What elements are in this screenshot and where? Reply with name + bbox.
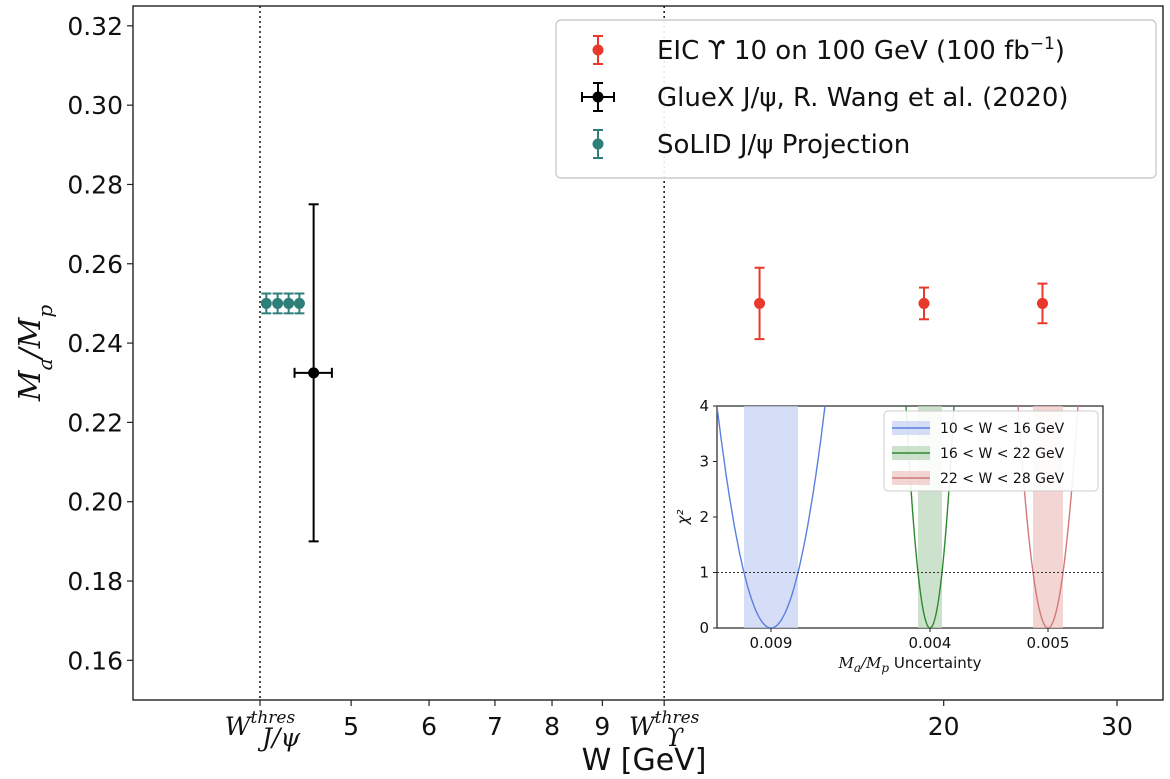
y-tick-label: 0.26 bbox=[67, 250, 123, 279]
inset-legend-entry: 16 < W < 22 GeV bbox=[892, 446, 1065, 462]
y-tick-label: 0.30 bbox=[67, 91, 123, 120]
legend-label: EIC ϒ 10 on 100 GeV (100 fb−1) bbox=[657, 34, 1065, 66]
y-ticks: 0.16 0.18 0.20 0.22 0.24 0.26 0.28 0.30 0.32 bbox=[67, 12, 133, 675]
y-tick-label: 0.22 bbox=[67, 408, 123, 437]
inset-x-tick-label: 0.009 bbox=[750, 634, 793, 652]
data-point bbox=[272, 292, 284, 315]
data-point bbox=[293, 203, 333, 543]
data-point bbox=[1036, 282, 1048, 325]
data-marker bbox=[272, 297, 284, 309]
legend-entry: SoLID J/ψ Projection bbox=[592, 129, 910, 160]
inset-y-tick-label: 2 bbox=[699, 508, 709, 526]
inset-legend-label: 10 < W < 16 GeV bbox=[940, 421, 1065, 437]
y-tick-label: 0.24 bbox=[67, 329, 123, 358]
x-tick-label: Wthres bbox=[225, 708, 296, 741]
data-point bbox=[283, 292, 295, 315]
legend: EIC ϒ 10 on 100 GeV (100 fb−1) GlueX J/ψ,… bbox=[555, 19, 1157, 179]
inset-x-tick-label: 0.004 bbox=[909, 634, 952, 652]
series-layer bbox=[260, 203, 1048, 543]
inset-y-tick-label: 0 bbox=[699, 619, 709, 637]
y-tick-label: 0.18 bbox=[67, 567, 123, 596]
inset-legend: 10 < W < 16 GeV 16 < W < 22 GeV 22 < W < 2… bbox=[883, 410, 1099, 492]
x-tick-label-sub: J/ψ bbox=[257, 723, 300, 752]
x-tick-label-base: W bbox=[225, 712, 253, 741]
y-axis-title: Ma/Mp bbox=[13, 305, 57, 402]
inset-curves bbox=[717, 406, 1103, 628]
data-marker bbox=[1036, 297, 1048, 309]
legend-label: SoLID J/ψ Projection bbox=[657, 130, 910, 160]
data-point bbox=[754, 266, 766, 341]
x-tick-label: Wthres bbox=[629, 708, 700, 741]
x-tick-label: 20 bbox=[928, 712, 960, 741]
x-tick-label: 7 bbox=[487, 712, 503, 741]
x-axis-title: W [GeV] bbox=[582, 743, 707, 778]
x-tick-label-sub: ϒ bbox=[666, 723, 684, 752]
legend-label: GlueX J/ψ, R. Wang et al. (2020) bbox=[657, 83, 1069, 113]
data-marker bbox=[754, 297, 766, 309]
x-tick-label: 30 bbox=[1101, 712, 1133, 741]
y-tick-label: 0.32 bbox=[67, 12, 123, 41]
legend-marker bbox=[592, 138, 604, 150]
inset-chart: 0 1 2 3 4 0.009 0.004 0.005 Ma/Mp Uncertainty χ² 1… bbox=[674, 397, 1104, 675]
inset-legend-entry: 22 < W < 28 GeV bbox=[892, 471, 1065, 487]
data-marker bbox=[308, 367, 320, 379]
data-point bbox=[293, 292, 305, 315]
data-point bbox=[918, 286, 930, 321]
inset-x-tick-label: 0.005 bbox=[1027, 634, 1070, 652]
x-tick-label: 9 bbox=[594, 712, 610, 741]
inset-legend-label: 16 < W < 22 GeV bbox=[940, 446, 1065, 462]
inset-legend-label: 22 < W < 28 GeV bbox=[940, 471, 1065, 487]
legend-entry: EIC ϒ 10 on 100 GeV (100 fb−1) bbox=[592, 34, 1065, 66]
legend-marker bbox=[592, 44, 604, 56]
chi2-curve bbox=[717, 406, 826, 628]
legend-marker bbox=[592, 91, 604, 103]
data-point bbox=[260, 292, 272, 315]
inset-y-tick-label: 4 bbox=[699, 397, 709, 415]
inset-legend-frame bbox=[883, 410, 1099, 492]
data-marker bbox=[293, 297, 305, 309]
inset-band bbox=[744, 406, 798, 628]
inset-x-axis-title: Ma/Mp Uncertainty bbox=[837, 654, 981, 675]
data-marker bbox=[918, 297, 930, 309]
x-tick-label-sup: thres bbox=[655, 708, 700, 728]
x-tick-label: 6 bbox=[421, 712, 437, 741]
y-tick-label: 0.28 bbox=[67, 170, 123, 199]
x-tick-label: 5 bbox=[343, 712, 359, 741]
data-marker bbox=[283, 297, 295, 309]
legend-entry: GlueX J/ψ, R. Wang et al. (2020) bbox=[581, 82, 1069, 113]
inset-legend-entry: 10 < W < 16 GeV bbox=[892, 421, 1065, 437]
x-tick-label: 8 bbox=[544, 712, 560, 741]
x-tick-label-sup: thres bbox=[251, 708, 296, 728]
plot-frame bbox=[132, 5, 1164, 701]
y-tick-label: 0.16 bbox=[67, 646, 123, 675]
inset-y-tick-label: 3 bbox=[699, 453, 709, 471]
inset-y-axis-title: χ² bbox=[674, 510, 692, 526]
data-marker bbox=[260, 297, 272, 309]
inset-y-tick-label: 1 bbox=[699, 564, 709, 582]
y-tick-label: 0.20 bbox=[67, 488, 123, 517]
x-tick-label-base: W bbox=[629, 712, 657, 741]
legend-frame bbox=[555, 19, 1157, 179]
